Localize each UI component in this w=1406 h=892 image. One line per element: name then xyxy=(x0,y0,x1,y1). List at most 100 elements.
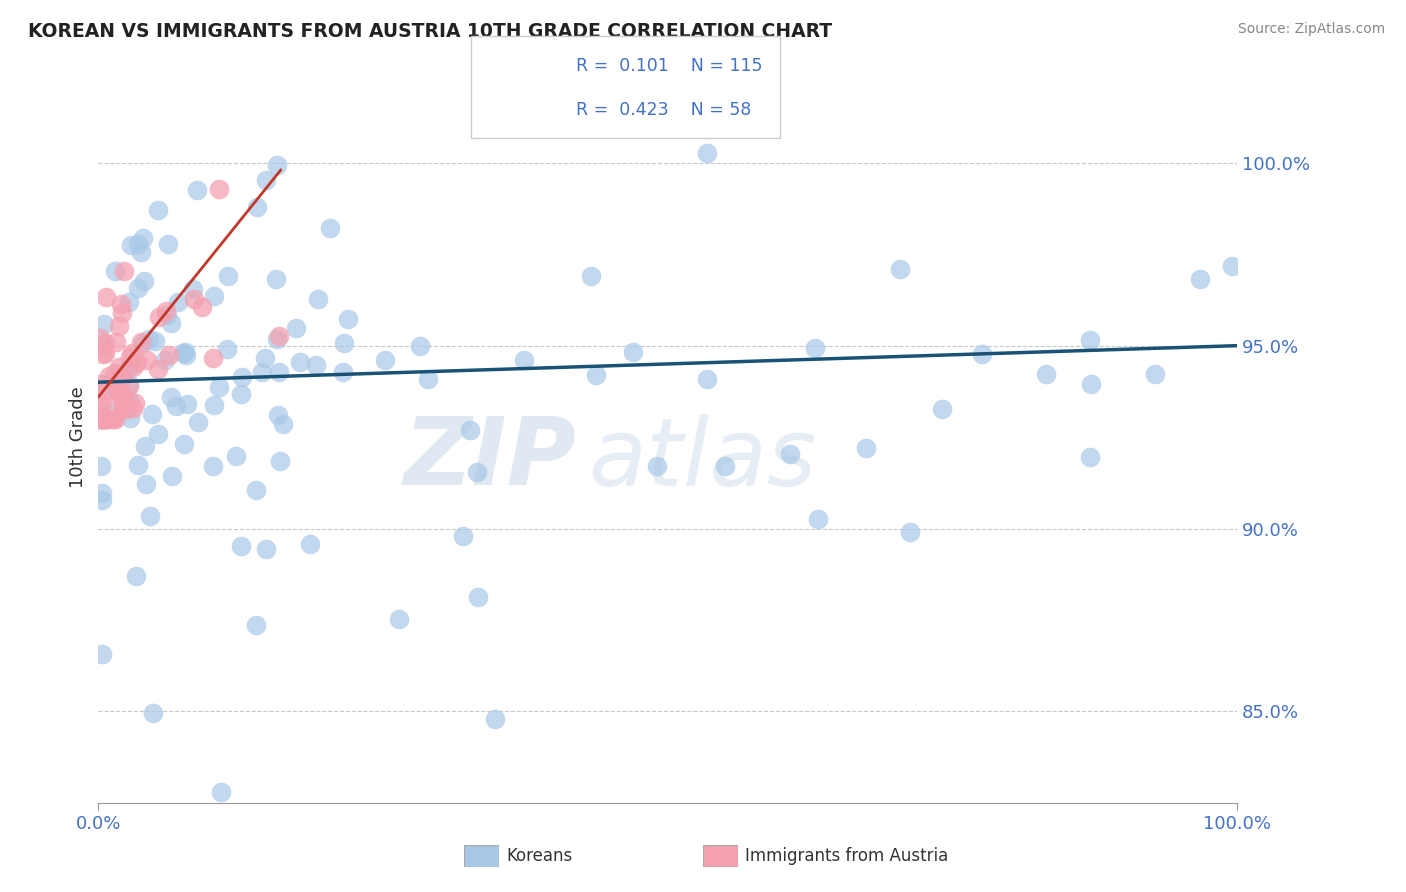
Point xyxy=(139,509,162,524)
Point xyxy=(94,412,117,426)
Point xyxy=(271,417,294,432)
Point xyxy=(898,524,921,539)
Point xyxy=(129,334,152,349)
Point xyxy=(93,317,115,331)
Point xyxy=(621,344,644,359)
Point xyxy=(803,341,825,355)
Point xyxy=(225,449,247,463)
Text: ZIP: ZIP xyxy=(404,413,576,505)
Point xyxy=(111,305,134,319)
Point xyxy=(250,365,273,379)
Point xyxy=(132,335,155,350)
Point xyxy=(127,458,149,472)
Point xyxy=(134,439,156,453)
Point xyxy=(111,389,134,403)
Point xyxy=(118,295,141,310)
Point xyxy=(146,362,169,376)
Point xyxy=(202,398,225,412)
Point xyxy=(94,412,117,426)
Point xyxy=(254,173,277,187)
Point xyxy=(89,397,111,411)
Point xyxy=(93,412,115,426)
Point xyxy=(142,706,165,720)
Point xyxy=(91,397,114,411)
Point xyxy=(90,412,112,426)
Point xyxy=(148,310,170,324)
Point xyxy=(111,370,134,384)
Point xyxy=(266,333,288,347)
Point xyxy=(89,331,111,345)
Point xyxy=(98,406,121,420)
Point xyxy=(156,308,179,322)
Text: atlas: atlas xyxy=(588,414,817,505)
Point xyxy=(458,423,481,437)
Point xyxy=(110,401,132,416)
Point xyxy=(104,366,127,380)
Point xyxy=(174,345,197,359)
Point xyxy=(108,390,131,404)
Point xyxy=(112,264,135,278)
Point xyxy=(208,380,231,394)
Point xyxy=(418,372,440,386)
Point xyxy=(181,282,204,296)
Point xyxy=(90,412,112,426)
Point xyxy=(319,220,342,235)
Point xyxy=(696,371,718,385)
Point xyxy=(336,311,359,326)
Point xyxy=(90,412,112,426)
Point xyxy=(104,264,127,278)
Point xyxy=(127,280,149,294)
Point xyxy=(155,304,177,318)
Point xyxy=(166,295,188,310)
Point xyxy=(157,237,180,252)
Text: KOREAN VS IMMIGRANTS FROM AUSTRIA 10TH GRADE CORRELATION CHART: KOREAN VS IMMIGRANTS FROM AUSTRIA 10TH G… xyxy=(28,22,832,41)
Point xyxy=(467,590,489,604)
Point xyxy=(332,365,354,379)
Point xyxy=(93,412,115,426)
Point xyxy=(124,569,146,583)
Point xyxy=(89,412,111,426)
Point xyxy=(215,343,238,357)
Point xyxy=(155,353,177,368)
Point xyxy=(94,336,117,351)
Point xyxy=(118,376,141,391)
Point xyxy=(229,387,252,401)
Point xyxy=(160,391,183,405)
Point xyxy=(129,245,152,260)
Point xyxy=(231,370,253,384)
Point xyxy=(254,541,277,556)
Point xyxy=(174,347,197,361)
Point xyxy=(231,540,253,554)
Point xyxy=(208,182,231,196)
Point xyxy=(98,368,121,383)
Point xyxy=(307,293,329,307)
Point xyxy=(143,334,166,349)
Point xyxy=(141,407,163,421)
Point xyxy=(160,468,183,483)
Point xyxy=(107,376,129,390)
Point xyxy=(96,412,118,426)
Point xyxy=(305,359,328,373)
Point xyxy=(100,412,122,426)
Point xyxy=(112,399,135,413)
Point xyxy=(122,401,145,416)
Point xyxy=(89,412,111,426)
Point xyxy=(104,334,127,349)
Point xyxy=(136,353,159,368)
Point xyxy=(91,492,114,507)
Point xyxy=(1144,368,1167,382)
Point xyxy=(333,336,356,351)
Point xyxy=(183,292,205,306)
Point xyxy=(120,411,142,425)
Point xyxy=(585,368,607,383)
Point xyxy=(209,785,232,799)
Point xyxy=(254,351,277,365)
Point xyxy=(1188,272,1211,286)
Point xyxy=(124,396,146,410)
Point xyxy=(513,352,536,367)
Point xyxy=(1035,368,1057,382)
Point xyxy=(1220,259,1243,273)
Point xyxy=(299,537,322,551)
Point xyxy=(1078,450,1101,464)
Point xyxy=(579,269,602,284)
